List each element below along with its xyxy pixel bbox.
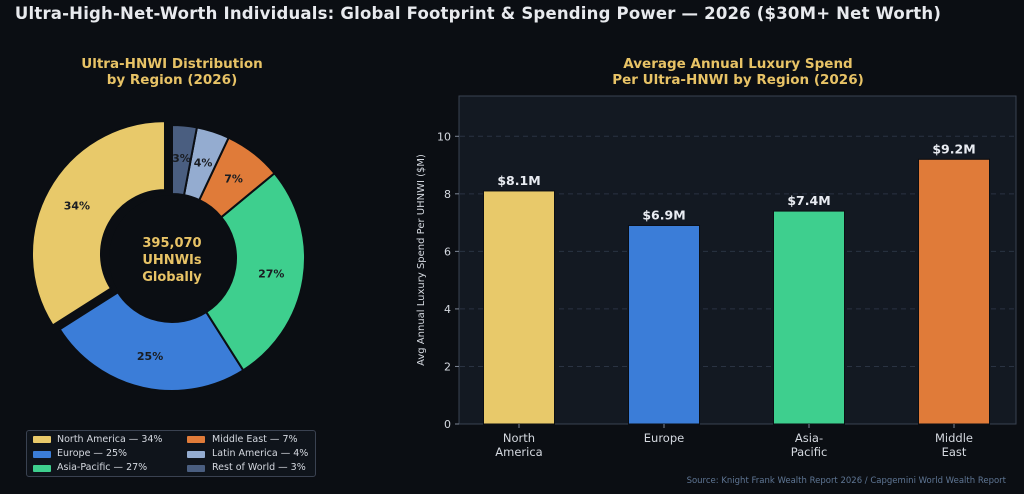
donut-hole xyxy=(109,195,235,321)
donut-title-line1: Ultra-HNWI Distribution xyxy=(81,56,262,72)
bar-x-tick-label-north-america: North xyxy=(503,431,535,445)
page-title: Ultra-High-Net-Worth Individuals: Global… xyxy=(14,4,942,23)
source-note: Source: Knight Frank Wealth Report 2026 … xyxy=(686,476,1006,486)
donut-slice-north-america xyxy=(30,120,166,327)
donut-title-line2: by Region (2026) xyxy=(107,72,238,88)
legend-swatch-middle-east xyxy=(187,436,205,443)
donut-center-value: 395,070 xyxy=(142,236,201,251)
bar-title-line2: Per Ultra-HNWI by Region (2026) xyxy=(612,72,864,88)
bar-x-tick-label-europe: Europe xyxy=(644,431,684,445)
bar-asia-pacific xyxy=(773,210,845,425)
legend-item-europe: Europe — 25% xyxy=(57,448,128,459)
bar-x-tick-label-asia-pacific: Pacific xyxy=(791,445,828,459)
bar-title-line1: Average Annual Luxury Spend xyxy=(623,56,852,72)
donut-legend: North America — 34% Europe — 25% Asia-Pa… xyxy=(26,430,316,477)
legend-item-latin-america: Latin America — 4% xyxy=(212,448,309,459)
bar-value-label-europe: $6.9M xyxy=(642,207,685,222)
donut-label-europe: 25% xyxy=(137,350,163,363)
bar-europe xyxy=(628,224,700,425)
donut-label-rest-of-world: 3% xyxy=(172,152,191,165)
legend-swatch-latin-america xyxy=(187,451,205,458)
bar-x-tick-label-middle-east: East xyxy=(942,445,967,459)
bar-value-label-asia-pacific: $7.4M xyxy=(787,193,830,208)
bar-y-axis-label: Avg Annual Luxury Spend Per UHNWI ($M) xyxy=(416,154,427,366)
bar-y-tick-label: 8 xyxy=(444,188,451,201)
bar-y-ticks: 0 2 4 6 8 10 xyxy=(437,130,459,431)
legend-swatch-rest-of-world xyxy=(187,465,205,472)
donut-slice-asia-pacific xyxy=(204,171,306,372)
donut-slice-europe xyxy=(58,290,245,392)
donut-chart: 34% 25% 27% 7% 4%3% xyxy=(30,120,306,392)
bar-y-tick-label: 2 xyxy=(444,360,451,373)
donut-slice-rest-of-world xyxy=(171,123,199,197)
donut-center-scope: Globally xyxy=(142,270,202,285)
bar-y-tick-label: 0 xyxy=(444,418,451,431)
bar-x-tick-label-north-america: America xyxy=(495,445,542,459)
legend-swatch-north-america xyxy=(33,436,51,443)
legend-swatch-asia-pacific xyxy=(33,465,51,472)
donut-label-middle-east: 7% xyxy=(224,173,243,186)
bar-middle-east xyxy=(918,158,990,425)
donut-label-north-america: 34% xyxy=(64,200,90,213)
bar-value-label-middle-east: $9.2M xyxy=(932,141,975,156)
donut-label-asia-pacific: 27% xyxy=(258,268,284,281)
legend-swatch-europe xyxy=(33,451,51,458)
bar-value-label-north-america: $8.1M xyxy=(497,173,540,188)
bar-y-tick-label: 6 xyxy=(444,245,451,258)
legend-item-north-america: North America — 34% xyxy=(57,434,163,445)
donut-center-unit: UHNWIs xyxy=(142,253,201,268)
bar-x-tick-label-middle-east: Middle xyxy=(935,431,973,445)
donut-label-latin-america: 4% xyxy=(194,156,213,169)
bar-north-america xyxy=(483,190,555,425)
bar-y-tick-label: 4 xyxy=(444,303,451,316)
bar-series: $8.1M $6.9M $7.4M $9.2M xyxy=(483,141,990,425)
legend-item-middle-east: Middle East — 7% xyxy=(212,434,298,445)
legend-item-rest-of-world: Rest of World — 3% xyxy=(212,462,306,473)
bar-x-tick-label-asia-pacific: Asia- xyxy=(795,431,823,445)
legend-item-asia-pacific: Asia-Pacific — 27% xyxy=(57,462,148,473)
bar-y-tick-label: 10 xyxy=(437,130,451,143)
